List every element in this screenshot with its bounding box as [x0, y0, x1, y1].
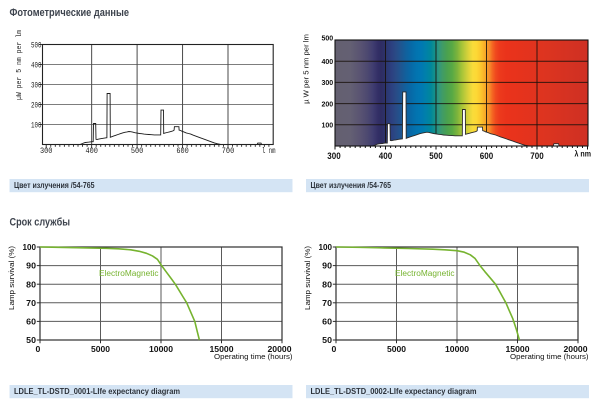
svg-text:10000: 10000	[149, 344, 173, 354]
svg-text:Operating time (hours): Operating time (hours)	[214, 352, 293, 361]
svg-text:100: 100	[31, 122, 42, 130]
svg-text:20000: 20000	[268, 344, 292, 354]
svg-text:Цвет излучения /54-765: Цвет излучения /54-765	[14, 181, 95, 190]
svg-text:500: 500	[429, 151, 442, 161]
svg-text:l nm: l nm	[262, 148, 276, 156]
svg-text:50: 50	[26, 335, 36, 345]
svg-text:5000: 5000	[91, 344, 110, 354]
svg-text:Срок службы: Срок службы	[10, 217, 71, 229]
svg-text:600: 600	[176, 148, 189, 156]
svg-text:5000: 5000	[387, 344, 406, 354]
svg-text:Operating time (hours): Operating time (hours)	[510, 352, 589, 361]
svg-text:400: 400	[322, 57, 334, 66]
svg-text:100: 100	[322, 121, 334, 130]
svg-text:0: 0	[331, 344, 336, 354]
svg-text:10000: 10000	[445, 344, 469, 354]
svg-text:100: 100	[319, 242, 333, 252]
svg-text:400: 400	[31, 62, 42, 70]
svg-text:700: 700	[530, 151, 543, 161]
svg-text:80: 80	[322, 279, 332, 289]
svg-text:λ nm: λ nm	[575, 149, 592, 159]
svg-text:ElectroMagnetic: ElectroMagnetic	[99, 269, 159, 278]
svg-text:Фотометрические данные: Фотометрические данные	[10, 7, 130, 19]
svg-text:60: 60	[322, 317, 332, 327]
svg-text:µW per 5 nm per lm: µW per 5 nm per lm	[16, 30, 24, 100]
svg-text:700: 700	[222, 148, 235, 156]
svg-text:60: 60	[26, 317, 36, 327]
svg-text:50: 50	[322, 335, 332, 345]
svg-text:70: 70	[322, 298, 332, 308]
svg-text:500: 500	[322, 34, 334, 43]
svg-text:80: 80	[26, 279, 36, 289]
svg-text:LDLE_TL-DSTD_0002-LIfe expecta: LDLE_TL-DSTD_0002-LIfe expectancy diagra…	[311, 387, 477, 396]
svg-text:70: 70	[26, 298, 36, 308]
svg-text:300: 300	[322, 78, 334, 87]
svg-text:200: 200	[322, 99, 334, 108]
svg-text:µ W per 5 nm per lm: µ W per 5 nm per lm	[302, 34, 311, 104]
svg-text:300: 300	[31, 82, 42, 90]
svg-text:15000: 15000	[506, 344, 530, 354]
svg-text:20000: 20000	[564, 344, 588, 354]
svg-text:100: 100	[23, 242, 37, 252]
svg-text:500: 500	[31, 42, 42, 50]
svg-text:Lamp survival (%): Lamp survival (%)	[303, 245, 312, 310]
svg-text:500: 500	[131, 148, 144, 156]
svg-text:300: 300	[40, 148, 53, 156]
svg-text:90: 90	[322, 261, 332, 271]
svg-text:ElectroMagnetic: ElectroMagnetic	[395, 269, 455, 278]
svg-text:0: 0	[35, 344, 40, 354]
svg-text:Lamp survival (%): Lamp survival (%)	[7, 245, 16, 310]
svg-text:200: 200	[31, 102, 42, 110]
svg-text:Цвет излучения /54-765: Цвет излучения /54-765	[311, 181, 392, 190]
svg-text:300: 300	[327, 151, 340, 161]
svg-text:400: 400	[85, 148, 98, 156]
svg-text:90: 90	[26, 261, 36, 271]
svg-text:15000: 15000	[210, 344, 234, 354]
svg-text:400: 400	[379, 151, 392, 161]
svg-text:LDLE_TL-DSTD_0001-LIfe expecta: LDLE_TL-DSTD_0001-LIfe expectancy diagra…	[14, 387, 180, 396]
svg-text:600: 600	[480, 151, 493, 161]
